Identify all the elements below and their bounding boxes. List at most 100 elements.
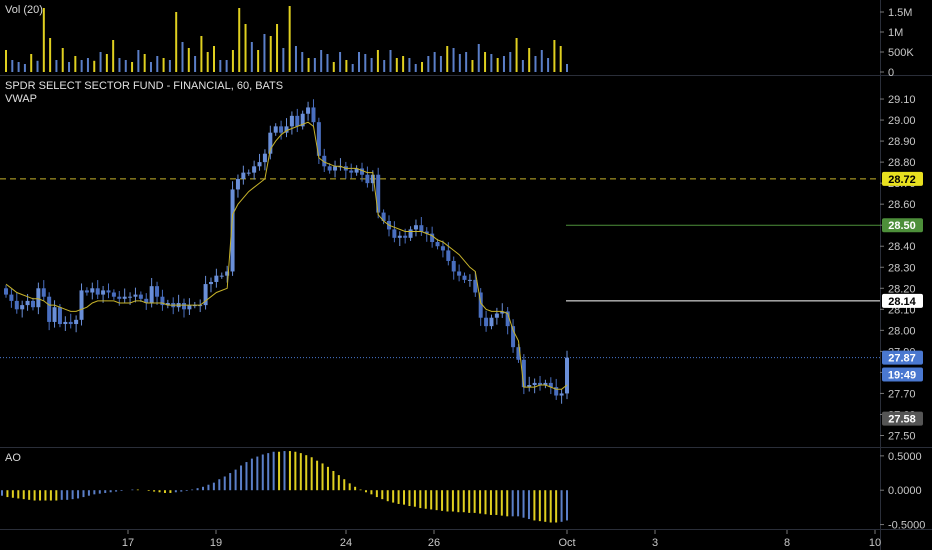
candle-body [47,296,52,322]
candle-body [203,284,208,306]
candle-body [289,115,294,127]
candle-body [111,292,116,297]
price-tick-label: 29.00 [888,115,916,127]
candle-body [446,250,451,261]
price-label-text: 27.87 [888,353,916,365]
candle-body [403,235,408,238]
price-label-text: 27.58 [888,414,916,426]
price-label-text: 28.72 [888,174,916,186]
price-label-badge [882,293,923,308]
candle-body [451,260,456,272]
candle-body [133,294,138,297]
price-tick-label: 28.30 [888,262,916,274]
ao-pane-label: AO [5,452,21,464]
volume-tick-label: 1.5M [888,7,912,19]
candle-body [511,326,516,348]
candle-body [128,296,133,298]
price-label-badge [882,218,923,233]
candle-body [20,305,25,310]
candle-body [187,305,192,310]
candle-body [138,294,143,299]
candle-body [370,174,375,184]
price-label-text: 19:49 [888,370,916,382]
ao-tick-label: 0.5000 [888,451,922,463]
candle-body [84,290,89,293]
candle-body [554,387,559,396]
candle-body [489,317,494,327]
candle-body [257,162,262,167]
candle-body [219,275,224,277]
candle-body [532,382,537,386]
candle-body [155,286,160,297]
candle-body [241,172,246,179]
x-tick-label: 26 [428,537,440,549]
price-label-text: 28.14 [888,296,916,308]
price-label-badge [882,367,923,382]
price-tick-label: 28.90 [888,136,916,148]
candle-body [284,126,289,133]
candle-body [381,212,386,221]
candle-body [41,288,46,297]
candle-body [333,166,338,171]
candle-body [36,288,41,308]
candle-body [95,288,100,295]
candle-body [52,307,57,322]
price-label-badge [882,171,923,186]
candle-body [279,126,284,133]
candle-body [376,174,381,213]
candle-body [262,153,267,163]
candle-body [440,246,445,251]
candle-body [101,290,106,295]
candle-body [494,313,499,318]
candle-body [408,229,413,238]
candle-body [462,275,467,280]
candle-body [79,290,84,320]
candle-body [9,294,14,301]
candle-body [246,172,251,174]
candle-body [543,382,548,386]
volume-tick-label: 0 [888,67,894,79]
candle-body [527,385,532,388]
candle-body [521,359,526,388]
candle-body [467,279,472,281]
candle-body [548,382,553,388]
price-tick-label: 28.40 [888,241,916,253]
candle-body [397,235,402,238]
x-tick-label: 24 [340,537,352,549]
candle-body [365,174,370,184]
vwap-line [5,121,568,390]
candle-body [478,292,483,318]
x-tick-label: 3 [652,537,658,549]
x-tick-label: 8 [784,537,790,549]
candle-body [435,242,440,247]
candle-body [63,321,68,325]
price-label-badge [882,411,923,426]
candle-body [182,303,187,310]
candle-body [430,233,435,243]
candle-body [235,178,240,190]
candle-body [538,382,543,386]
candle-body [419,225,424,232]
candle-body [149,286,154,304]
vwap-label: VWAP [5,93,37,105]
candle-body [160,296,165,306]
candle-body [165,303,170,306]
candle-body [360,168,365,175]
candle-body [230,189,235,272]
candle-body [122,296,127,299]
candle-body [90,288,95,293]
candle-body [273,126,278,133]
price-tick-label: 28.80 [888,157,916,169]
price-label-badge [882,350,923,365]
candle-body [516,347,521,360]
candle-body [424,231,429,234]
candle-body [106,290,111,293]
candle-body [268,132,273,154]
candle-body [225,271,230,276]
candle-body [144,298,149,304]
price-tick-label: 28.20 [888,283,916,295]
price-tick-label: 27.50 [888,430,916,442]
candle-body [252,166,257,173]
candle-body [327,166,332,171]
